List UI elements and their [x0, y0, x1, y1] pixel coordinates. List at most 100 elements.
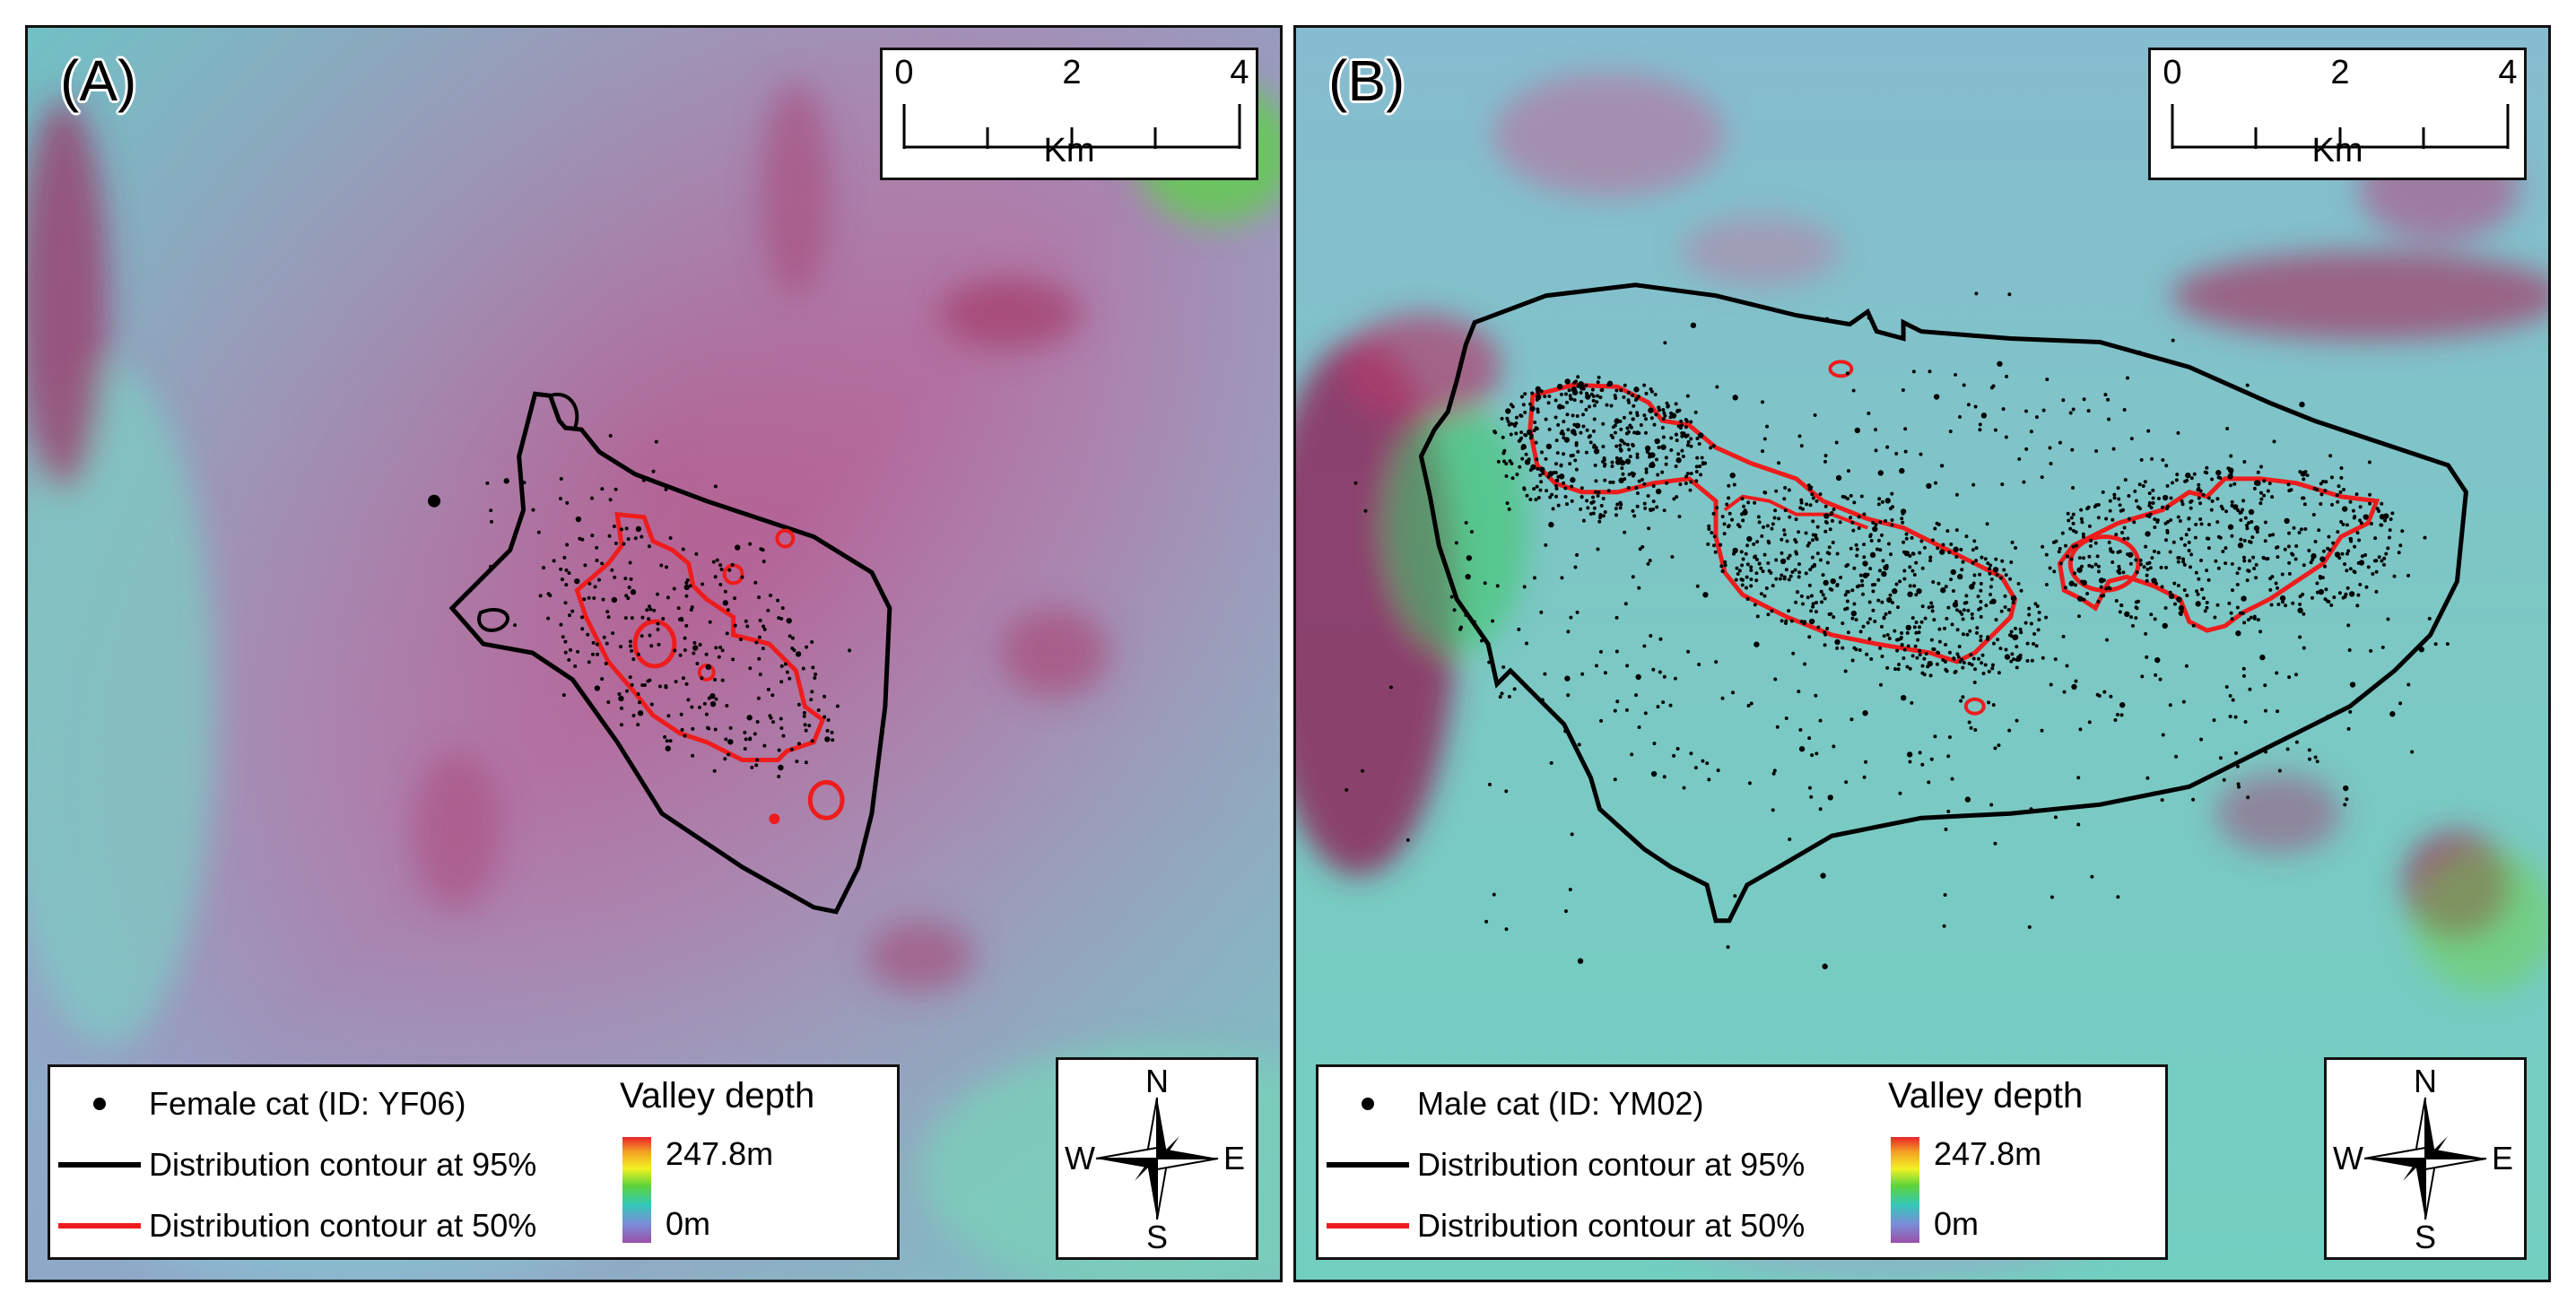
location-point	[2087, 524, 2092, 528]
location-point	[1900, 643, 1904, 647]
location-point	[2099, 585, 2103, 589]
location-point	[2267, 533, 2272, 537]
location-point	[2168, 703, 2172, 708]
location-point	[1901, 695, 1907, 701]
location-point	[1818, 718, 1823, 723]
location-point	[1986, 561, 1990, 566]
location-point	[1579, 507, 1583, 511]
location-point	[2281, 600, 2285, 604]
location-point	[548, 594, 553, 598]
location-point	[1774, 558, 1779, 562]
map-panel-b[interactable]: (B) 0 2 4 Km Male cat (ID: YM02) Distrib…	[1293, 25, 2551, 1282]
location-point	[1804, 571, 1808, 576]
location-point	[781, 734, 786, 738]
location-point	[2051, 540, 2056, 544]
location-point	[1878, 646, 1883, 650]
location-point	[1975, 630, 1980, 635]
location-point	[1652, 422, 1657, 427]
location-point	[1929, 757, 1934, 761]
location-point	[606, 699, 611, 704]
location-point	[1504, 927, 1509, 932]
location-point	[1880, 624, 1884, 629]
location-point	[561, 693, 566, 698]
location-point	[686, 698, 691, 702]
location-point	[2445, 642, 2450, 647]
location-point	[1947, 650, 1952, 655]
location-point	[1532, 576, 1536, 580]
location-point	[1810, 753, 1815, 758]
location-point	[2285, 747, 2290, 751]
location-point	[2133, 489, 2137, 493]
location-point	[1871, 589, 1875, 594]
location-point	[1986, 635, 1990, 639]
location-point	[1898, 579, 1902, 584]
location-point	[1388, 685, 1393, 690]
location-point	[2324, 587, 2328, 592]
location-point	[1797, 530, 1801, 534]
location-point	[562, 555, 567, 560]
location-point	[2148, 512, 2153, 517]
location-point	[1632, 430, 1637, 435]
location-point	[1862, 775, 1867, 779]
map-panel-a[interactable]: (A) 0 2 4 Km Female cat (ID: YF06) Distr…	[25, 25, 1283, 1282]
location-point	[2230, 561, 2234, 566]
location-point	[1782, 577, 1787, 581]
location-point	[690, 605, 694, 610]
location-point	[2229, 611, 2233, 615]
location-point	[1454, 541, 1458, 545]
location-point	[2147, 560, 2152, 565]
location-point	[1973, 667, 1978, 672]
location-point	[1491, 619, 1495, 623]
location-point	[1749, 577, 1754, 582]
location-point	[1794, 517, 1798, 522]
location-point	[1558, 473, 1565, 480]
compass-e: E	[1223, 1140, 1246, 1176]
location-point	[2345, 523, 2349, 527]
location-point	[2270, 495, 2275, 499]
location-point	[1969, 584, 1975, 590]
location-point	[2072, 571, 2076, 576]
location-point	[1941, 543, 1945, 547]
location-point	[2248, 540, 2252, 544]
location-point	[2308, 757, 2312, 761]
location-point	[2174, 478, 2179, 482]
location-point	[1874, 523, 1878, 527]
location-point	[2197, 577, 2201, 581]
location-point	[2352, 516, 2356, 520]
location-point	[1642, 644, 1647, 648]
location-point	[1858, 629, 1863, 634]
location-point	[733, 623, 737, 628]
location-point	[2236, 508, 2241, 512]
location-point	[1553, 483, 1558, 488]
location-point	[2215, 520, 2220, 525]
location-point	[1610, 460, 1614, 464]
location-point	[2209, 508, 2214, 512]
location-point	[2160, 585, 2164, 589]
location-point	[1528, 498, 1533, 502]
black-line-icon	[58, 1162, 141, 1168]
location-point	[1627, 473, 1632, 477]
location-point	[713, 484, 718, 489]
location-point	[2187, 549, 2191, 552]
location-point	[2380, 501, 2384, 506]
location-point	[1572, 398, 1577, 403]
location-point	[2158, 677, 2163, 682]
location-point	[692, 651, 696, 656]
location-point	[594, 685, 601, 691]
location-point	[1744, 586, 1748, 590]
location-point	[789, 747, 794, 751]
location-point	[2012, 657, 2016, 662]
location-point	[2066, 511, 2070, 516]
location-point	[825, 728, 830, 733]
location-point	[1952, 656, 1956, 661]
location-point	[2001, 407, 2006, 412]
location-point	[2168, 590, 2172, 595]
location-point	[2142, 565, 2146, 569]
location-point	[1936, 581, 1941, 586]
location-point	[2339, 465, 2344, 470]
location-point	[674, 680, 678, 684]
location-point	[1969, 725, 1973, 730]
location-point	[1353, 481, 1358, 485]
location-point	[1749, 565, 1754, 569]
location-point	[2302, 502, 2307, 507]
